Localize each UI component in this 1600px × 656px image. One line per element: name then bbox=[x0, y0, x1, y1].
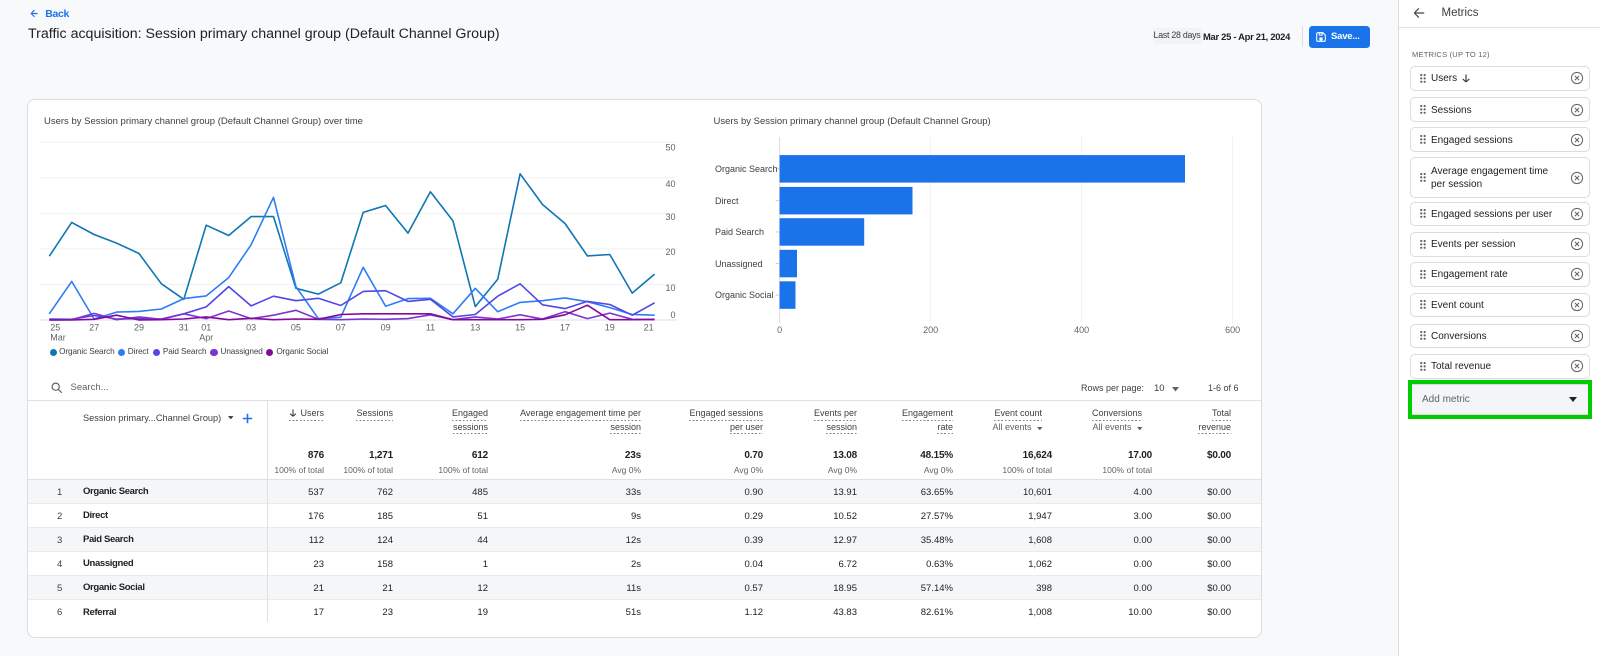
svg-text:01: 01 bbox=[201, 323, 211, 333]
svg-text:30: 30 bbox=[665, 212, 675, 222]
svg-text:Apr: Apr bbox=[199, 333, 213, 343]
svg-text:13: 13 bbox=[470, 323, 480, 333]
svg-text:0: 0 bbox=[670, 310, 675, 320]
svg-text:21: 21 bbox=[644, 323, 654, 333]
svg-text:27: 27 bbox=[89, 323, 99, 333]
svg-text:03: 03 bbox=[246, 323, 256, 333]
svg-text:600: 600 bbox=[1225, 325, 1240, 335]
svg-text:10: 10 bbox=[665, 283, 675, 293]
svg-text:40: 40 bbox=[665, 179, 675, 189]
svg-text:09: 09 bbox=[381, 323, 391, 333]
svg-text:0: 0 bbox=[777, 325, 782, 335]
svg-text:400: 400 bbox=[1074, 325, 1089, 335]
svg-text:Mar: Mar bbox=[50, 333, 66, 343]
svg-text:17: 17 bbox=[560, 323, 570, 333]
svg-text:05: 05 bbox=[291, 323, 301, 333]
svg-text:31: 31 bbox=[179, 323, 189, 333]
svg-text:200: 200 bbox=[923, 325, 938, 335]
svg-text:20: 20 bbox=[665, 247, 675, 257]
svg-text:19: 19 bbox=[605, 323, 615, 333]
svg-text:07: 07 bbox=[336, 323, 346, 333]
svg-text:50: 50 bbox=[665, 143, 675, 153]
svg-text:15: 15 bbox=[515, 323, 525, 333]
svg-text:25: 25 bbox=[50, 323, 60, 333]
svg-text:29: 29 bbox=[134, 323, 144, 333]
svg-text:11: 11 bbox=[426, 323, 435, 333]
